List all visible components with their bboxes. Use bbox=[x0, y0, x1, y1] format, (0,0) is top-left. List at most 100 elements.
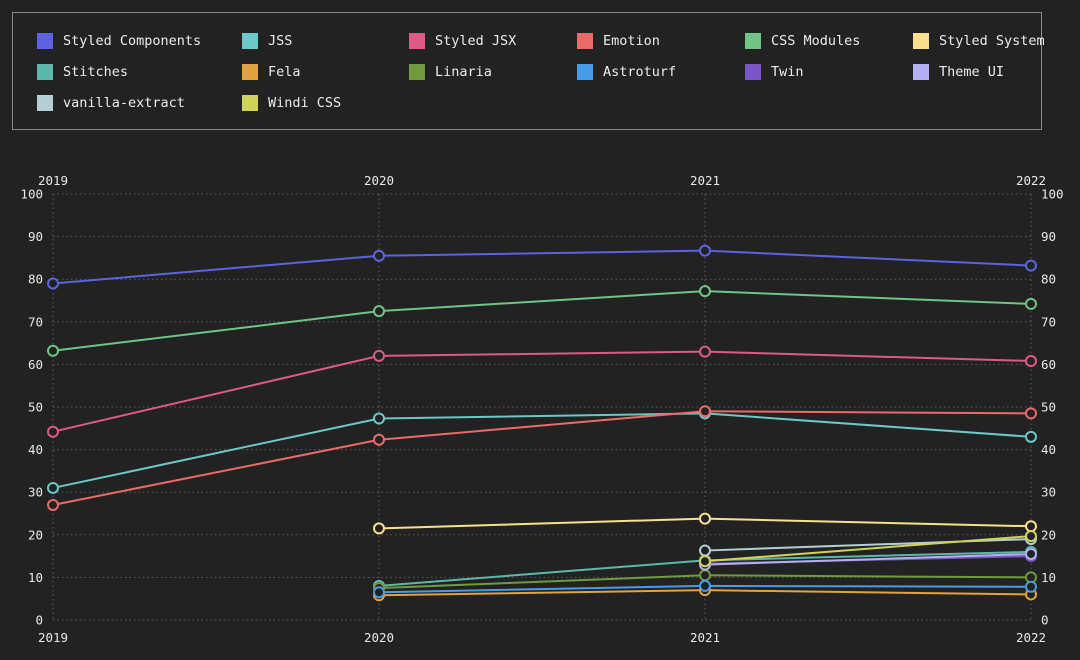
y-tick-label-left: 50 bbox=[28, 400, 43, 415]
legend-label: Styled JSX bbox=[435, 33, 517, 49]
y-tick-label-left: 20 bbox=[28, 527, 43, 542]
data-point-astroturf[interactable] bbox=[699, 579, 711, 592]
data-point-vanilla-extract[interactable] bbox=[699, 544, 711, 557]
x-tick-label-bottom: 2021 bbox=[690, 630, 720, 645]
data-point-styled-jsx[interactable] bbox=[373, 349, 385, 362]
y-tick-label-left: 10 bbox=[28, 570, 43, 585]
legend-swatch bbox=[409, 33, 425, 49]
y-tick-label-left: 30 bbox=[28, 485, 43, 500]
y-tick-label-right: 20 bbox=[1041, 527, 1056, 542]
data-point-styled-components[interactable] bbox=[47, 277, 59, 290]
legend-label: JSS bbox=[268, 33, 293, 49]
legend-swatch bbox=[913, 64, 929, 80]
data-point-jss[interactable] bbox=[47, 481, 59, 494]
legend-swatch bbox=[37, 95, 53, 111]
data-point-emotion[interactable] bbox=[699, 405, 711, 418]
legend-label: Emotion bbox=[603, 33, 660, 49]
legend-label: CSS Modules bbox=[771, 33, 861, 49]
data-point-jss[interactable] bbox=[373, 412, 385, 425]
series-points bbox=[47, 244, 1037, 602]
y-tick-label-left: 80 bbox=[28, 272, 43, 287]
legend-label: Linaria bbox=[435, 64, 492, 80]
legend-swatch bbox=[242, 64, 258, 80]
data-point-windi-css[interactable] bbox=[699, 555, 711, 568]
legend-swatch bbox=[745, 64, 761, 80]
x-tick-label-bottom: 2019 bbox=[38, 630, 68, 645]
legend-item-twin[interactable]: Twin bbox=[745, 63, 804, 81]
data-point-emotion[interactable] bbox=[1025, 407, 1037, 420]
legend-swatch bbox=[37, 64, 53, 80]
legend-item-linaria[interactable]: Linaria bbox=[409, 63, 492, 81]
legend-label: Theme UI bbox=[939, 64, 1005, 80]
legend-swatch bbox=[745, 33, 761, 49]
legend-swatch bbox=[577, 64, 593, 80]
data-point-css-modules[interactable] bbox=[47, 344, 59, 357]
data-point-styled-components[interactable] bbox=[373, 249, 385, 262]
data-point-styled-system[interactable] bbox=[373, 522, 385, 535]
legend-label: Fela bbox=[268, 64, 301, 80]
data-point-styled-components[interactable] bbox=[699, 244, 711, 257]
data-point-styled-jsx[interactable] bbox=[699, 345, 711, 358]
y-tick-label-left: 40 bbox=[28, 442, 43, 457]
data-point-css-modules[interactable] bbox=[699, 285, 711, 298]
y-tick-label-left: 100 bbox=[20, 187, 43, 202]
data-point-styled-jsx[interactable] bbox=[47, 425, 59, 438]
y-tick-label-right: 100 bbox=[1041, 187, 1064, 202]
legend-label: Astroturf bbox=[603, 64, 677, 80]
y-tick-label-right: 50 bbox=[1041, 400, 1056, 415]
legend-item-jss[interactable]: JSS bbox=[242, 32, 292, 50]
legend-item-fela[interactable]: Fela bbox=[242, 63, 301, 81]
data-point-css-modules[interactable] bbox=[1025, 297, 1037, 310]
legend-swatch bbox=[242, 33, 258, 49]
legend-swatch bbox=[409, 64, 425, 80]
legend-item-windi-css[interactable]: Windi CSS bbox=[242, 94, 341, 112]
data-point-astroturf[interactable] bbox=[373, 586, 385, 599]
series-lines bbox=[52, 249, 1032, 597]
series-line-styled-components bbox=[52, 249, 1032, 285]
legend-label: Styled Components bbox=[63, 33, 202, 49]
data-point-emotion[interactable] bbox=[373, 433, 385, 446]
legend-item-styled-system[interactable]: Styled System bbox=[913, 32, 1045, 50]
data-point-theme-ui[interactable] bbox=[1025, 547, 1037, 560]
data-point-emotion[interactable] bbox=[47, 498, 59, 511]
legend-item-styled-components[interactable]: Styled Components bbox=[37, 32, 201, 50]
data-point-styled-components[interactable] bbox=[1025, 259, 1037, 272]
legend-item-astroturf[interactable]: Astroturf bbox=[577, 63, 676, 81]
legend-swatch bbox=[242, 95, 258, 111]
x-tick-label-bottom: 2020 bbox=[364, 630, 394, 645]
data-point-styled-system[interactable] bbox=[1025, 520, 1037, 533]
legend-label: Stitches bbox=[63, 64, 129, 80]
legend-item-stitches[interactable]: Stitches bbox=[37, 63, 128, 81]
legend-item-vanilla-extract[interactable]: vanilla-extract bbox=[37, 94, 185, 112]
y-tick-label-right: 40 bbox=[1041, 442, 1056, 457]
x-tick-label-top: 2022 bbox=[1016, 173, 1046, 188]
series-line-jss bbox=[52, 412, 1032, 489]
data-point-styled-system[interactable] bbox=[699, 512, 711, 525]
series-line-emotion bbox=[52, 410, 1032, 506]
data-point-jss[interactable] bbox=[1025, 430, 1037, 443]
legend-swatch bbox=[37, 33, 53, 49]
legend-swatch bbox=[577, 33, 593, 49]
y-tick-label-right: 30 bbox=[1041, 485, 1056, 500]
data-point-linaria[interactable] bbox=[699, 569, 711, 582]
y-tick-label-left: 70 bbox=[28, 314, 43, 329]
x-tick-label-top: 2020 bbox=[364, 173, 394, 188]
data-point-windi-css[interactable] bbox=[1025, 530, 1037, 543]
y-tick-label-right: 10 bbox=[1041, 570, 1056, 585]
series-line-css-modules bbox=[52, 290, 1032, 352]
legend-label: Styled System bbox=[939, 33, 1045, 49]
legend-item-emotion[interactable]: Emotion bbox=[577, 32, 660, 50]
y-tick-label-right: 0 bbox=[1041, 613, 1049, 628]
data-point-styled-jsx[interactable] bbox=[1025, 354, 1037, 367]
y-tick-label-right: 70 bbox=[1041, 314, 1056, 329]
data-point-css-modules[interactable] bbox=[373, 305, 385, 318]
data-point-astroturf[interactable] bbox=[1025, 580, 1037, 593]
legend-item-styled-jsx[interactable]: Styled JSX bbox=[409, 32, 516, 50]
y-tick-label-left: 60 bbox=[28, 357, 43, 372]
legend-item-css-modules[interactable]: CSS Modules bbox=[745, 32, 860, 50]
y-tick-label-right: 90 bbox=[1041, 229, 1056, 244]
legend-item-theme-ui[interactable]: Theme UI bbox=[913, 63, 1004, 81]
y-tick-label-left: 90 bbox=[28, 229, 43, 244]
